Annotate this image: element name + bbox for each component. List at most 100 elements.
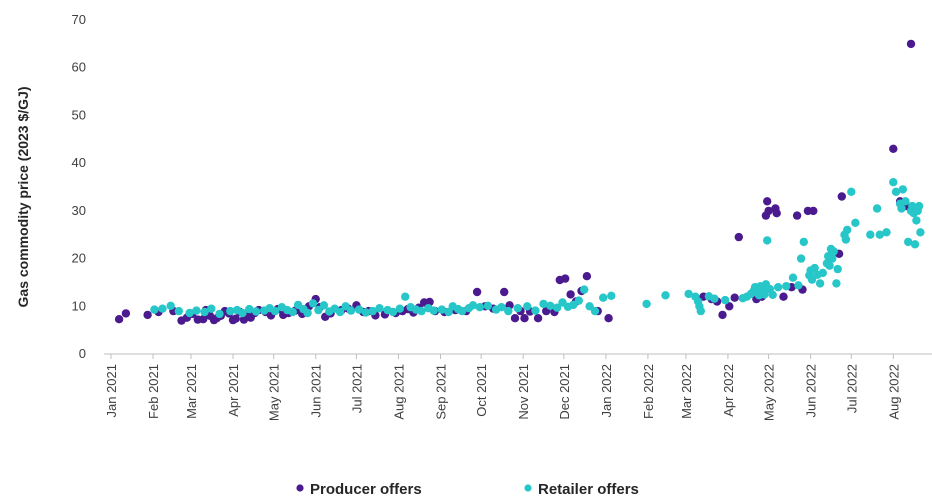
data-point <box>734 232 743 242</box>
data-point <box>773 283 783 292</box>
legend: Producer offers Retailer offers <box>296 481 639 498</box>
x-tick-label: Aug 2022 <box>886 364 901 420</box>
data-point <box>684 289 693 299</box>
data-point <box>417 306 426 316</box>
data-point <box>388 307 398 317</box>
data-point <box>308 299 318 308</box>
data-point <box>642 299 651 309</box>
data-point <box>395 304 404 313</box>
y-tick-label: 40 <box>72 155 86 170</box>
data-point <box>875 230 884 239</box>
data-point <box>475 303 484 312</box>
data-point <box>270 306 280 316</box>
data-point <box>866 230 875 239</box>
data-point <box>185 308 194 318</box>
data-point <box>779 292 788 301</box>
data-point <box>121 309 131 318</box>
data-point <box>226 306 235 316</box>
data-point <box>231 314 240 323</box>
data-point <box>574 296 583 305</box>
data-point <box>833 264 842 274</box>
data-point <box>809 206 818 216</box>
data-point <box>843 225 852 235</box>
data-point <box>710 294 719 303</box>
data-point <box>768 290 777 299</box>
data-point <box>192 306 201 315</box>
data-point <box>215 309 224 319</box>
data-point <box>288 307 297 317</box>
data-point <box>829 247 838 256</box>
data-point <box>828 254 837 263</box>
data-point <box>718 310 727 320</box>
data-point <box>590 306 600 316</box>
data-point <box>815 279 825 288</box>
data-point <box>607 291 616 300</box>
data-point <box>891 187 901 196</box>
data-point <box>158 304 167 313</box>
data-point <box>303 308 312 318</box>
x-tick-label: Nov 2021 <box>516 364 531 420</box>
data-point <box>368 306 377 316</box>
data-point <box>794 281 803 290</box>
y-tick-label: 60 <box>72 60 86 75</box>
data-point <box>437 305 446 314</box>
x-tick-label: Mar 2022 <box>679 364 694 419</box>
data-point <box>725 302 734 311</box>
legend-label: Retailer offers <box>538 481 639 498</box>
y-tick-label: 70 <box>72 12 86 27</box>
data-point <box>245 304 254 314</box>
data-point <box>458 306 467 316</box>
data-point <box>510 314 520 323</box>
data-point <box>513 304 522 313</box>
x-tick-label: Oct 2021 <box>474 364 489 417</box>
data-point <box>335 307 345 317</box>
data-point <box>582 272 592 281</box>
legend-marker <box>296 484 304 492</box>
x-tick-label: May 2022 <box>762 364 777 421</box>
data-point <box>908 201 917 211</box>
data-point <box>847 187 856 196</box>
data-point <box>782 282 791 291</box>
legend-marker <box>524 484 532 492</box>
series-retailer <box>150 178 925 319</box>
data-point <box>661 291 670 300</box>
x-tick-label: Apr 2021 <box>226 364 241 417</box>
data-point <box>319 301 329 310</box>
data-point <box>401 292 410 301</box>
data-point <box>585 302 594 311</box>
data-point <box>346 306 356 315</box>
data-point <box>832 279 841 288</box>
data-point <box>599 293 608 302</box>
data-points <box>114 39 925 325</box>
data-point <box>566 290 575 299</box>
y-tick-label: 50 <box>72 107 86 122</box>
data-point <box>552 303 562 312</box>
data-point <box>483 301 493 310</box>
data-point <box>604 314 613 323</box>
data-point <box>807 275 817 284</box>
data-point <box>841 235 851 244</box>
x-tick-label: Jul 2021 <box>349 364 364 413</box>
data-point <box>251 307 261 316</box>
x-tick-label: Jan 2022 <box>599 364 614 418</box>
data-point <box>523 302 532 311</box>
data-point <box>166 301 175 310</box>
y-tick-label: 30 <box>72 203 86 218</box>
data-point <box>207 304 216 313</box>
data-point <box>763 236 772 245</box>
data-point <box>799 237 808 247</box>
data-point <box>200 307 209 317</box>
data-point <box>504 306 513 316</box>
data-point <box>889 178 898 187</box>
y-tick-label: 10 <box>72 298 86 313</box>
y-tick-label: 20 <box>72 251 86 266</box>
x-tick-label: Mar 2021 <box>184 364 199 419</box>
data-point <box>818 268 827 278</box>
y-axis-ticks: 0 10 20 30 40 50 60 70 <box>72 12 86 361</box>
data-point <box>837 192 846 201</box>
x-tick-label: Jan 2021 <box>104 364 119 418</box>
data-point <box>916 228 925 237</box>
data-point <box>199 315 208 324</box>
data-point <box>561 274 570 283</box>
